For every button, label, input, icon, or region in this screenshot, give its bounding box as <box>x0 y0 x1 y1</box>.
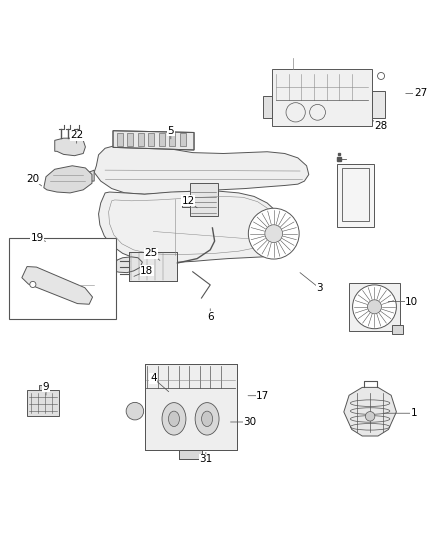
Circle shape <box>126 402 144 420</box>
Circle shape <box>367 300 381 314</box>
Polygon shape <box>99 191 294 262</box>
Circle shape <box>265 225 283 243</box>
Bar <box>148 133 154 146</box>
Text: 19: 19 <box>31 233 44 243</box>
Text: 9: 9 <box>42 382 49 392</box>
Polygon shape <box>55 138 85 156</box>
Text: 25: 25 <box>145 248 158 259</box>
Text: 6: 6 <box>207 312 214 322</box>
Polygon shape <box>392 325 403 334</box>
Text: 22: 22 <box>70 130 83 140</box>
Polygon shape <box>190 183 218 216</box>
Text: 28: 28 <box>374 122 388 131</box>
Polygon shape <box>129 252 177 280</box>
Text: 5: 5 <box>167 126 174 136</box>
Polygon shape <box>145 364 237 449</box>
Circle shape <box>353 285 396 329</box>
Circle shape <box>378 72 385 79</box>
Bar <box>9 238 116 319</box>
Polygon shape <box>372 91 385 118</box>
Polygon shape <box>44 166 92 193</box>
Ellipse shape <box>162 402 186 435</box>
Polygon shape <box>263 96 272 118</box>
Bar <box>169 133 175 146</box>
Text: 18: 18 <box>140 266 153 276</box>
Text: 10: 10 <box>405 296 418 306</box>
Polygon shape <box>94 145 309 194</box>
Text: 31: 31 <box>199 454 212 464</box>
Text: 3: 3 <box>316 284 323 293</box>
Polygon shape <box>344 387 396 436</box>
Text: 27: 27 <box>414 88 427 99</box>
Bar <box>117 133 123 146</box>
Text: 4: 4 <box>150 373 157 383</box>
Ellipse shape <box>195 402 219 435</box>
Text: 20: 20 <box>26 174 39 184</box>
Circle shape <box>30 281 36 287</box>
Polygon shape <box>113 131 194 150</box>
Polygon shape <box>272 69 372 126</box>
Polygon shape <box>112 257 142 273</box>
Text: 17: 17 <box>256 391 269 401</box>
Text: 12: 12 <box>182 196 195 206</box>
Circle shape <box>248 208 299 259</box>
Polygon shape <box>182 199 190 207</box>
Text: 30: 30 <box>243 417 256 427</box>
Polygon shape <box>349 282 400 331</box>
Bar <box>159 133 165 146</box>
Ellipse shape <box>201 411 212 426</box>
Circle shape <box>365 411 375 421</box>
Text: 1: 1 <box>410 408 417 418</box>
Bar <box>138 133 144 146</box>
Polygon shape <box>85 170 94 181</box>
Bar <box>127 133 133 146</box>
Polygon shape <box>27 391 59 416</box>
Polygon shape <box>180 449 201 459</box>
Polygon shape <box>337 164 374 227</box>
Polygon shape <box>22 266 92 304</box>
Ellipse shape <box>169 411 180 426</box>
Bar <box>180 133 186 146</box>
Polygon shape <box>39 385 47 391</box>
